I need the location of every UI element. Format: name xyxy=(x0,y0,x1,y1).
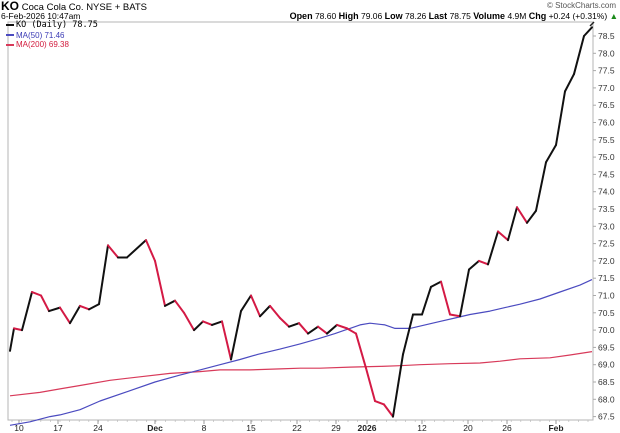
x-axis: 10 17 24 Dec 8 15 22 29 2026 12 20 26 Feb xyxy=(11,420,589,433)
y-tick-label: 69.0 xyxy=(598,360,615,370)
x-tick-label: 12 xyxy=(417,423,427,433)
high-value: 79.06 xyxy=(360,11,383,21)
plot-frame xyxy=(7,21,594,421)
x-tick-label: 2026 xyxy=(358,423,377,433)
y-tick-label: 75.0 xyxy=(598,152,615,162)
y-tick-label: 67.5 xyxy=(598,412,615,422)
volume-value: 4.9M xyxy=(507,11,527,21)
last-label: Last xyxy=(428,11,448,21)
y-tick-label: 77.5 xyxy=(598,66,615,76)
chart-title: KO Coca Cola Co. NYSE + BATS xyxy=(1,0,147,14)
x-tick-label: 24 xyxy=(93,423,103,433)
legend-ma200-label: MA(200) 69.38 xyxy=(16,40,69,49)
y-tick-label: 73.5 xyxy=(598,204,615,214)
y-tick-label: 71.5 xyxy=(598,273,615,283)
y-tick-label: 70.0 xyxy=(598,325,615,335)
legend-swatch-ma50 xyxy=(6,34,14,37)
legend-ma50-label: MA(50) 71.46 xyxy=(16,30,65,40)
y-tick-label: 78.5 xyxy=(598,31,615,41)
y-tick-label: 73.0 xyxy=(598,221,615,231)
quote-bar: Open 78.60 High 79.06 Low 78.26 Last 78.… xyxy=(290,11,618,21)
high-label: High xyxy=(338,11,359,21)
x-tick-label: 20 xyxy=(463,423,473,433)
open-value: 78.60 xyxy=(314,11,337,21)
y-tick-label: 74.5 xyxy=(598,169,615,179)
volume-label: Volume xyxy=(473,11,506,21)
y-tick-label: 75.5 xyxy=(598,135,615,145)
x-tick-label: 29 xyxy=(331,423,341,433)
legend-ma200: MA(200) 69.38 xyxy=(6,40,98,50)
legend-swatch-ma200 xyxy=(6,43,14,46)
price-line xyxy=(9,26,593,418)
y-tick-label: 74.0 xyxy=(598,187,615,197)
chg-label: Chg xyxy=(528,11,547,21)
credit: © StockCharts.com xyxy=(546,1,616,10)
last-value: 78.75 xyxy=(449,11,471,21)
x-tick-label: 15 xyxy=(246,423,256,433)
chg-value: +0.24 (+0.31%) xyxy=(548,11,608,21)
legend: KO (Daily) 78.75 MA(50) 71.46 MA(200) 69… xyxy=(6,20,98,50)
y-tick-label: 71.0 xyxy=(598,291,615,301)
x-tick-label: 10 xyxy=(14,423,24,433)
x-tick-label: 17 xyxy=(53,423,63,433)
y-axis: 67.5 68.0 68.5 69.0 69.5 70.0 70.5 71.0 71.5 72.0… xyxy=(593,31,615,422)
y-tick-label: 77.0 xyxy=(598,83,615,93)
company-name: Coca Cola Co. NYSE + BATS xyxy=(21,2,148,13)
y-tick-label: 68.5 xyxy=(598,377,615,387)
ma200-line xyxy=(9,351,593,397)
x-tick-label: 22 xyxy=(292,423,302,433)
ma50-line xyxy=(9,279,593,426)
y-tick-label: 69.5 xyxy=(598,342,615,352)
low-value: 78.26 xyxy=(405,11,427,21)
open-label: Open xyxy=(289,11,313,21)
timestamp: 6-Feb-2026 10:47am xyxy=(1,11,81,21)
low-label: Low xyxy=(384,11,403,21)
legend-price-label: KO (Daily) 78.75 xyxy=(16,20,98,30)
x-tick-label: Feb xyxy=(548,423,563,433)
up-arrow-icon: ▲ xyxy=(609,11,618,21)
edit-pencil-icon[interactable] xyxy=(589,21,595,27)
x-tick-label: 8 xyxy=(202,423,207,433)
y-tick-label: 70.5 xyxy=(598,308,615,318)
y-tick-label: 78.0 xyxy=(598,48,615,58)
y-tick-label: 76.5 xyxy=(598,100,615,110)
y-tick-label: 76.0 xyxy=(598,118,615,128)
ticker-symbol: KO xyxy=(1,0,19,13)
x-tick-label: Dec xyxy=(147,423,163,433)
legend-price: KO (Daily) 78.75 xyxy=(6,20,98,31)
legend-swatch-price xyxy=(6,23,14,26)
x-tick-label: 26 xyxy=(502,423,512,433)
legend-ma50: MA(50) 71.46 xyxy=(6,31,98,41)
y-tick-label: 68.0 xyxy=(598,394,615,404)
y-tick-label: 72.0 xyxy=(598,256,615,266)
y-tick-label: 72.5 xyxy=(598,239,615,249)
